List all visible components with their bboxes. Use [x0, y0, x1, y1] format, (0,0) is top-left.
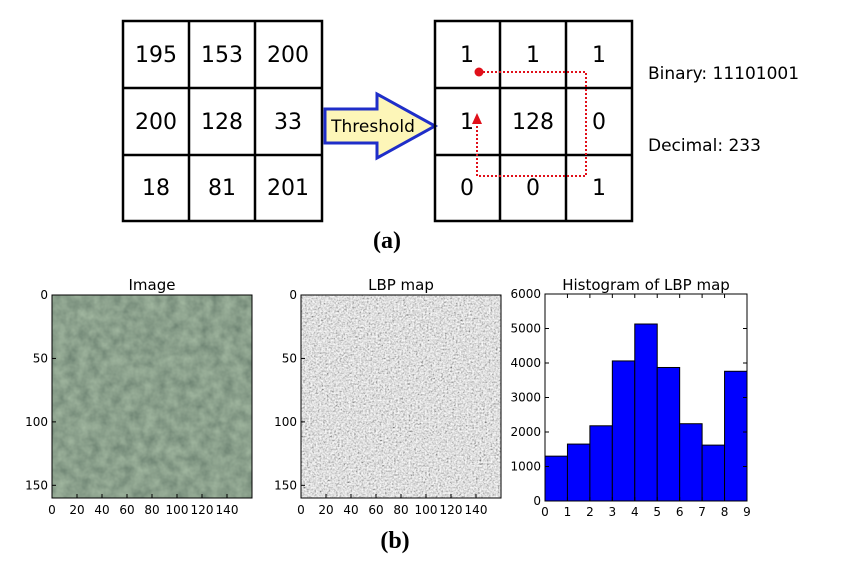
- input-cell: 201: [267, 176, 309, 201]
- binary-label: Binary: 11101001: [648, 64, 799, 84]
- x-tick-label: 60: [119, 503, 134, 517]
- output-cell: 0: [592, 110, 606, 135]
- histogram-bar: [634, 323, 658, 502]
- histogram-bar: [701, 444, 726, 502]
- histogram-bar: [611, 360, 636, 502]
- histogram-bar: [679, 423, 703, 502]
- x-tick-label: 7: [698, 505, 706, 519]
- threshold-label: Threshold: [330, 117, 415, 137]
- x-tick-label: 80: [393, 503, 408, 517]
- y-tick-label: 50: [282, 351, 297, 365]
- input-cell-center: 128: [201, 110, 243, 135]
- caption-b: (b): [380, 528, 409, 554]
- output-grid: 1 1 1 1 128 0 0 0 1: [433, 19, 634, 223]
- x-tick-label: 40: [343, 503, 358, 517]
- x-tick-label: 20: [69, 503, 84, 517]
- x-tick-label: 0: [48, 503, 56, 517]
- histogram-plot: Histogram of LBP map 0 1 2 3 4 5 6 7 8 9 0 1000 2000…: [510, 276, 750, 519]
- histogram-title: Histogram of LBP map: [562, 276, 730, 294]
- histogram-bar: [589, 425, 613, 502]
- caption-a: (a): [373, 228, 401, 254]
- x-tick-label: 100: [166, 503, 189, 517]
- y-tick-label: 0: [40, 288, 48, 302]
- lbp-plot-title: LBP map: [368, 276, 434, 294]
- x-tick-label: 20: [318, 503, 333, 517]
- decimal-label: Decimal: 233: [648, 136, 761, 156]
- x-tick-label: 5: [653, 505, 661, 519]
- x-tick-label: 2: [586, 505, 594, 519]
- input-grid-border: [121, 19, 324, 223]
- y-tick-label: 150: [25, 478, 48, 492]
- output-cell: 1: [460, 43, 474, 68]
- output-cell: 1: [460, 110, 474, 135]
- output-cell-center: 128: [512, 110, 554, 135]
- reading-path: [472, 67, 587, 177]
- x-tick-label: 120: [440, 503, 463, 517]
- x-tick-label: 4: [631, 505, 639, 519]
- x-tick-label: 120: [191, 503, 214, 517]
- input-grid: 195 153 200 200 128 33 18 81 201: [121, 19, 324, 223]
- output-grid-border: [433, 19, 634, 223]
- y-tick-label: 2000: [510, 425, 541, 439]
- input-cell: 153: [201, 43, 243, 68]
- path-start-dot: [474, 67, 484, 77]
- output-cell: 1: [526, 43, 540, 68]
- input-cell: 200: [135, 110, 177, 135]
- x-tick-label: 1: [564, 505, 572, 519]
- output-cell: 1: [592, 43, 606, 68]
- lbp-texture-map: [301, 295, 501, 498]
- y-tick-label: 50: [33, 351, 48, 365]
- x-tick-label: 8: [721, 505, 729, 519]
- input-cell: 200: [267, 43, 309, 68]
- output-cell: 0: [526, 176, 540, 201]
- histogram-bar: [656, 366, 681, 502]
- path-end-arrow-icon: [472, 113, 482, 124]
- output-cell: 1: [592, 176, 606, 201]
- y-tick-label: 1000: [510, 460, 541, 474]
- histogram-bar: [724, 370, 748, 502]
- threshold-arrow: Threshold: [323, 91, 439, 161]
- output-cell: 0: [460, 176, 474, 201]
- x-tick-label: 6: [676, 505, 684, 519]
- x-tick-label: 40: [94, 503, 109, 517]
- input-cell: 18: [142, 176, 170, 201]
- x-tick-label: 140: [216, 503, 239, 517]
- reading-order-path: [476, 71, 587, 177]
- y-tick-label: 0: [533, 494, 541, 508]
- y-tick-label: 3000: [510, 391, 541, 405]
- histogram-bars: [544, 323, 748, 502]
- x-tick-label: 140: [465, 503, 488, 517]
- histogram-bar: [544, 455, 568, 502]
- arrow-right-icon: [323, 91, 439, 161]
- y-tick-label: 0: [289, 288, 297, 302]
- y-tick-label: 4000: [510, 356, 541, 370]
- histogram-ticks: 0 1 2 3 4 5 6 7 8 9 0 1000 2000 3000 4000 5000 6000: [510, 287, 750, 519]
- y-tick-label: 100: [25, 415, 48, 429]
- input-cell: 81: [208, 176, 236, 201]
- histogram-bar: [566, 443, 591, 502]
- y-tick-label: 5000: [510, 322, 541, 336]
- x-tick-label: 9: [743, 505, 751, 519]
- image-plot-title: Image: [129, 276, 176, 294]
- aerial-forest-image: [52, 295, 252, 498]
- x-tick-label: 60: [368, 503, 383, 517]
- x-tick-label: 0: [297, 503, 305, 517]
- input-cell: 195: [135, 43, 177, 68]
- y-tick-label: 6000: [510, 287, 541, 301]
- input-cell: 33: [274, 110, 302, 135]
- x-tick-label: 80: [144, 503, 159, 517]
- y-tick-label: 100: [274, 415, 297, 429]
- y-tick-label: 150: [274, 478, 297, 492]
- x-tick-label: 0: [541, 505, 549, 519]
- x-tick-label: 100: [415, 503, 438, 517]
- x-tick-label: 3: [609, 505, 617, 519]
